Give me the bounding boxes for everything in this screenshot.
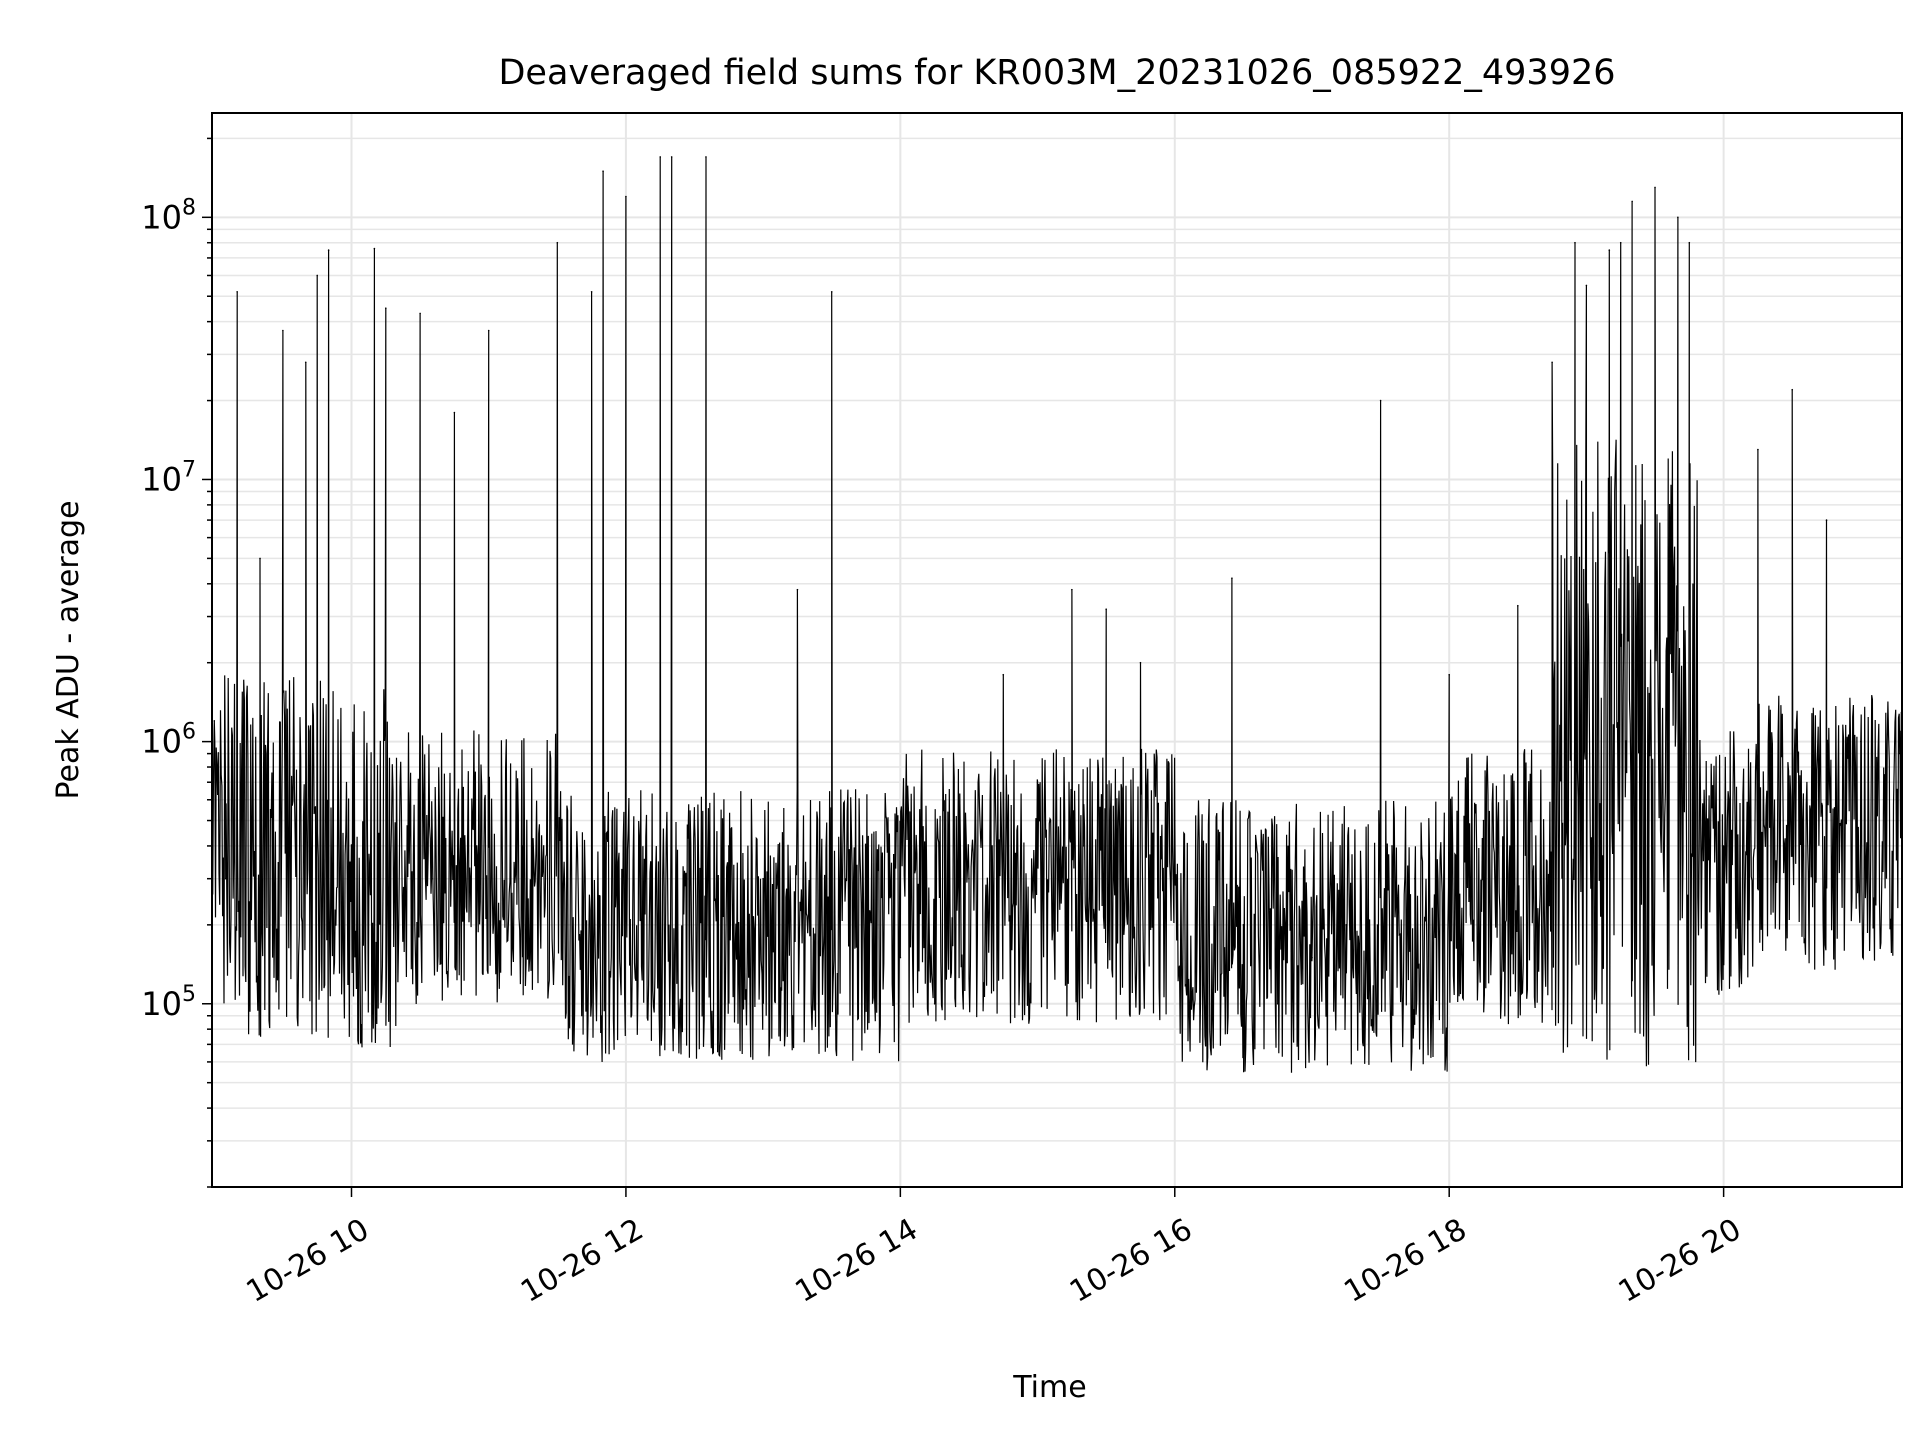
data-point [1448, 673, 1450, 676]
data-point [830, 290, 833, 293]
data-point [1551, 361, 1553, 364]
data-point [327, 249, 330, 251]
data-point [1173, 819, 1176, 822]
data-point [1208, 798, 1210, 801]
data-point [693, 819, 696, 822]
data-point [1677, 216, 1679, 219]
data-point [350, 845, 353, 847]
x-axis-label: Time [1012, 1370, 1086, 1405]
data-point [1688, 241, 1691, 244]
y-tick-label: 107 [141, 457, 196, 498]
data-point [1276, 1002, 1279, 1005]
data-point [899, 956, 902, 959]
y-tick-exponent: 5 [182, 982, 196, 1007]
data-point [670, 156, 673, 158]
data-point [762, 877, 764, 880]
y-tick-exponent: 8 [182, 195, 196, 220]
data-point [430, 877, 433, 880]
plot-frame [211, 112, 1903, 1188]
data-point [728, 845, 730, 847]
data-point [1414, 877, 1416, 880]
data-point [865, 924, 867, 926]
data-point [1482, 819, 1485, 822]
data-point [522, 845, 524, 847]
data-point [1882, 798, 1885, 801]
data-point [556, 241, 559, 244]
data-point [1631, 200, 1633, 203]
data-point [796, 588, 799, 591]
y-tick-exponent: 7 [182, 457, 196, 482]
data-point [1860, 740, 1862, 743]
data-point [1654, 186, 1656, 189]
data-point [1231, 577, 1233, 580]
data-point [1345, 924, 1348, 926]
data-point [1585, 284, 1588, 287]
y-tick-base: 10 [141, 723, 182, 761]
data-point [1082, 845, 1085, 847]
data-point [1105, 608, 1107, 610]
y-tick-exponent: 6 [182, 720, 196, 745]
data-point [213, 720, 216, 722]
data-point [1139, 661, 1142, 664]
data-point [1574, 241, 1576, 244]
data-point [385, 307, 387, 310]
data-layer [211, 156, 1903, 1073]
y-tick-label: 108 [141, 195, 196, 236]
data-point [590, 290, 593, 293]
data-point [933, 1002, 936, 1005]
data-point [1825, 519, 1828, 521]
data-point [1071, 588, 1073, 591]
data-point [236, 290, 238, 293]
data-point [602, 170, 604, 172]
data-point [282, 329, 284, 332]
data-point [316, 274, 318, 277]
data-point [1036, 781, 1039, 784]
data-point [1791, 388, 1794, 391]
data-point [1311, 956, 1313, 959]
data-point [1391, 845, 1393, 847]
data-point [453, 411, 456, 414]
data-point [487, 329, 490, 332]
y-tick-base: 10 [141, 985, 182, 1023]
data-point [968, 877, 970, 880]
data-point [1517, 604, 1519, 607]
data-point [1242, 924, 1245, 926]
series-line [211, 156, 1903, 1073]
y-tick-label: 106 [141, 720, 196, 761]
data-point [1619, 241, 1622, 244]
data-point [659, 156, 662, 158]
y-tick-base: 10 [141, 198, 182, 236]
data-point [625, 195, 627, 198]
data-point [304, 361, 307, 364]
data-point [1757, 448, 1759, 451]
chart-title: Deaveraged field sums for KR003M_2023102… [498, 53, 1615, 93]
data-point [259, 557, 261, 560]
y-tick-label: 105 [141, 982, 196, 1023]
y-tick-base: 10 [141, 460, 182, 498]
data-point [1002, 673, 1005, 676]
data-point [705, 156, 707, 158]
data-point [1722, 845, 1725, 847]
data-point [373, 247, 376, 250]
data-point [1379, 399, 1382, 402]
data-point [419, 312, 421, 315]
y-axis-label: Peak ADU - average [51, 500, 86, 799]
data-point [1608, 249, 1611, 251]
data-point [1898, 752, 1901, 755]
data-point [224, 877, 227, 880]
